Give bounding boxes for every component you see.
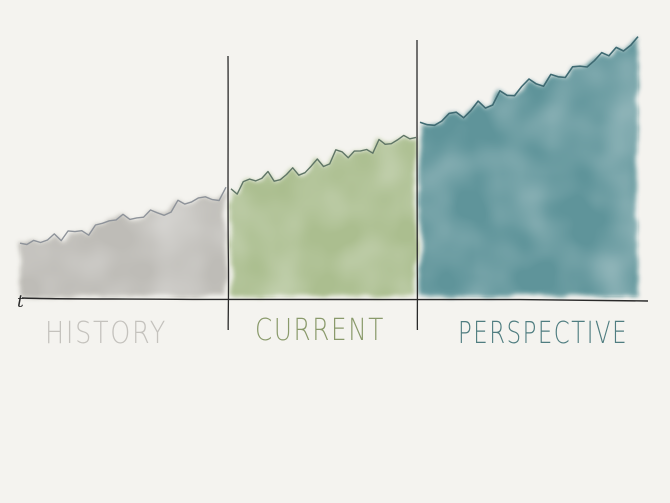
current-trend-line [230,134,417,195]
history-area [20,187,226,296]
time-axis [21,297,649,302]
label-perspective: PERSPECTIVE [458,316,628,351]
perspective-area [420,36,638,296]
divider-history-current [227,55,230,331]
time-axis-label: t [17,292,24,312]
perspective-trend-line [419,36,639,127]
label-current: CURRENT [255,313,385,348]
current-area [231,135,416,296]
history-trend-line [19,186,227,246]
label-history: HISTORY [45,316,167,351]
